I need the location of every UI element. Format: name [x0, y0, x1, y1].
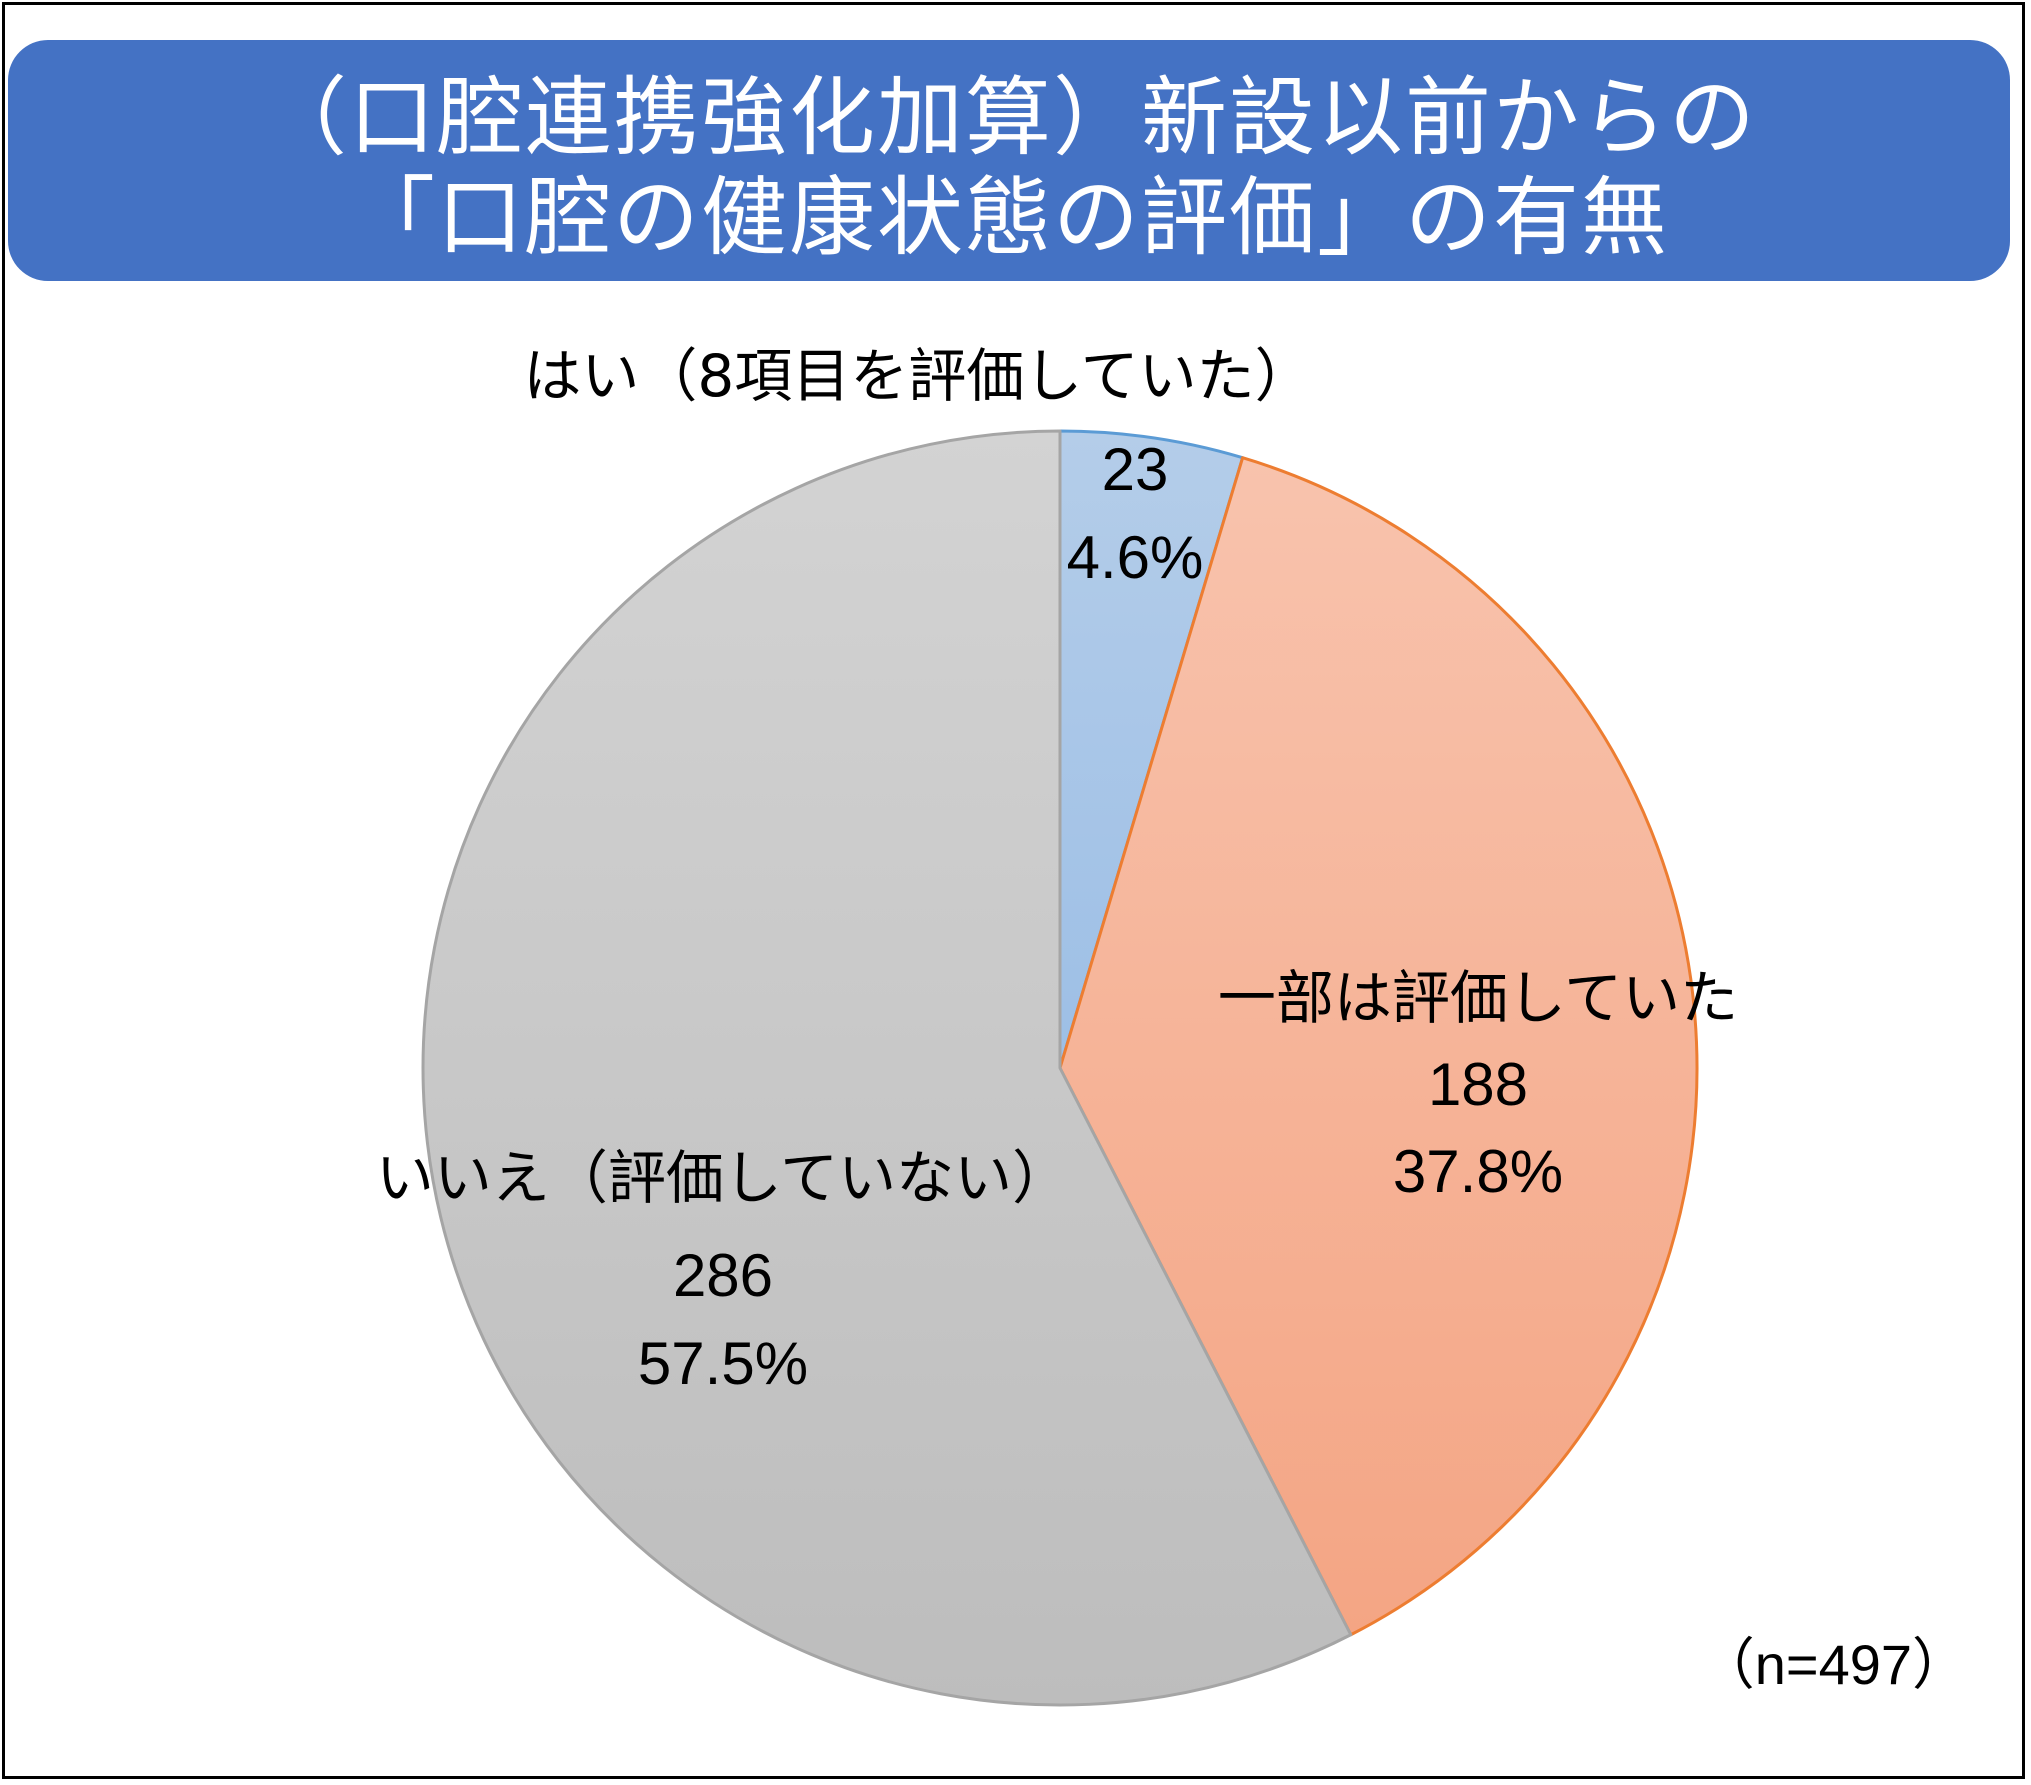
pie-slices [421, 429, 1699, 1707]
chart-title-line-2: 「口腔の健康状態の評価」の有無 [349, 168, 1669, 268]
slice-label-partial: 一部は評価していた [1218, 964, 1738, 1032]
slice-label-no: いいえ（評価していない） [376, 1144, 1070, 1212]
slice-percent-no: 57.5% [638, 1330, 808, 1397]
chart-title-banner: （口腔連携強化加算）新設以前からの 「口腔の健康状態の評価」の有無 [8, 40, 2010, 281]
slice-percent-yes: 4.6% [1067, 524, 1204, 591]
sample-size-label: （n=497） [1699, 1633, 1968, 1696]
slice-label-yes: はい（8項目を評価していた） [523, 342, 1312, 410]
slice-percent-partial: 37.8% [1393, 1138, 1563, 1205]
slice-value-partial: 188 [1428, 1051, 1528, 1118]
pie-slice-yes [1058, 429, 1245, 1070]
pie-slice-no [421, 429, 1353, 1707]
chart-title-line-1: （口腔連携強化加算）新設以前からの [261, 68, 1757, 168]
slice-value-yes: 23 [1102, 436, 1169, 503]
pie-slice-partial [1058, 456, 1699, 1637]
slice-value-no: 286 [673, 1242, 773, 1309]
